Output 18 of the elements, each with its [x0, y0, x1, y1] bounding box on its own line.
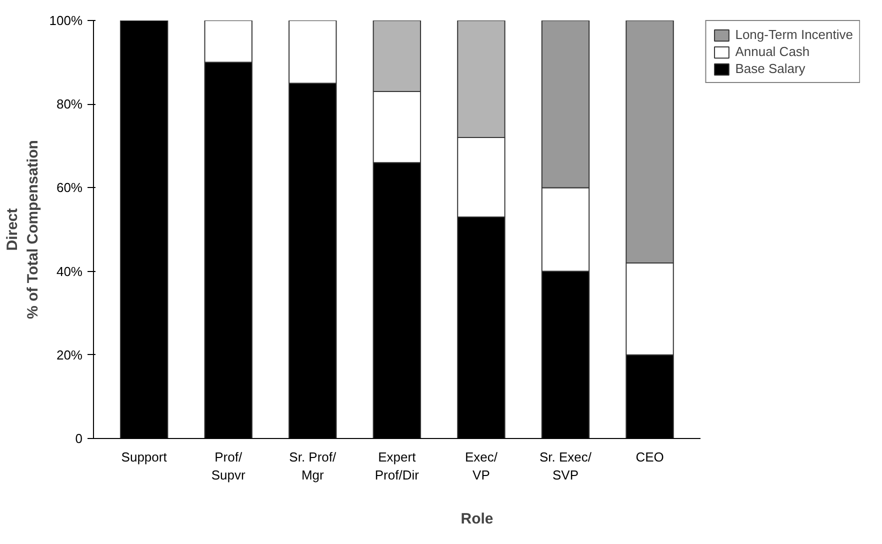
y-tick-label: 100%: [49, 13, 83, 28]
x-tick-label: Sr. Exec/ SVP: [539, 450, 592, 482]
x-tick-label: Expert Prof/Dir: [374, 450, 420, 482]
x-tick-label: Sr. Prof/ Mgr: [289, 450, 337, 482]
y-tick-label: 60%: [56, 180, 83, 196]
y-tick-label: 80%: [56, 96, 83, 112]
y-axis-title: Direct % of Total Compensation: [4, 140, 42, 319]
x-axis-title: Role: [460, 510, 494, 528]
y-tick-label: 40%: [56, 264, 83, 279]
y-tick-label: 20%: [56, 347, 83, 362]
x-tick-label: Exec/ VP: [464, 450, 498, 482]
y-tick-label: 0: [75, 431, 83, 446]
legend-label: Long-Term Incentive: [735, 27, 853, 42]
x-tick-label: Support: [121, 450, 168, 464]
x-tick-label: CEO: [636, 450, 664, 464]
legend-label: Annual Cash: [735, 44, 810, 59]
legend-label: Base Salary: [735, 61, 806, 76]
x-tick-label: Prof/ Supvr: [211, 450, 246, 482]
